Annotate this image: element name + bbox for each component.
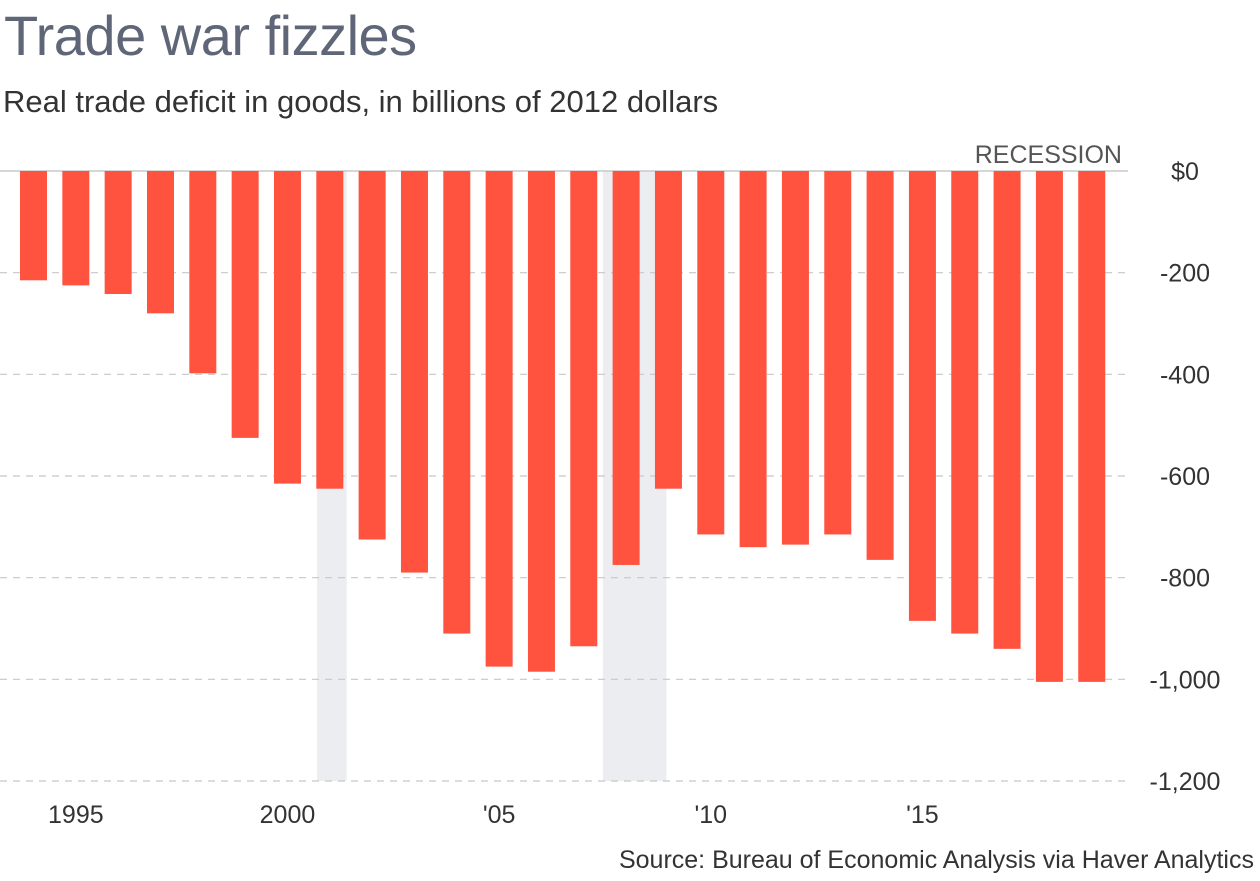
y-tick-label: -800 xyxy=(1160,565,1210,593)
bar-2019 xyxy=(1078,171,1106,682)
bar-2003 xyxy=(400,171,428,573)
bar-2017 xyxy=(993,171,1021,649)
x-tick-label: 2000 xyxy=(260,801,316,829)
y-tick-label: -600 xyxy=(1160,463,1210,491)
chart-title: Trade war fizzles xyxy=(4,4,417,67)
bar-2002 xyxy=(358,171,386,540)
recession-legend-label: RECESSION xyxy=(975,141,1122,169)
x-tick-label: '05 xyxy=(483,801,516,829)
x-tick-label: 1995 xyxy=(48,801,104,829)
bar-1995 xyxy=(62,171,90,286)
bar-1994 xyxy=(20,171,47,281)
chart-subtitle: Real trade deficit in goods, in billions… xyxy=(3,84,719,119)
bar-2004 xyxy=(443,171,471,634)
bar-2007 xyxy=(570,171,598,647)
bar-2018 xyxy=(1035,171,1063,682)
y-tick-label: -400 xyxy=(1160,361,1210,389)
bar-2016 xyxy=(951,171,979,634)
bar-1999 xyxy=(231,171,259,438)
y-tick-label: -200 xyxy=(1160,260,1210,288)
bar-2010 xyxy=(697,171,725,535)
bar-2001 xyxy=(316,171,344,489)
bar-2014 xyxy=(866,171,894,560)
bar-2015 xyxy=(908,171,936,621)
bar-1996 xyxy=(104,171,132,295)
bar-2009 xyxy=(654,171,682,489)
bar-2000 xyxy=(273,171,301,484)
y-tick-label: $0 xyxy=(1171,158,1199,186)
source-note: Source: Bureau of Economic Analysis via … xyxy=(618,846,1254,874)
y-tick-label: -1,000 xyxy=(1150,666,1221,694)
bar-1998 xyxy=(189,171,217,374)
bar-2013 xyxy=(824,171,852,535)
x-tick-label: '15 xyxy=(906,801,939,829)
y-tick-label: -1,200 xyxy=(1150,768,1221,796)
bar-2011 xyxy=(739,171,767,548)
x-tick-label: '10 xyxy=(694,801,727,829)
bar-2006 xyxy=(527,171,555,672)
bar-1997 xyxy=(146,171,174,314)
bar-2005 xyxy=(485,171,513,667)
bar-2012 xyxy=(781,171,809,545)
bar-2008 xyxy=(612,171,640,565)
